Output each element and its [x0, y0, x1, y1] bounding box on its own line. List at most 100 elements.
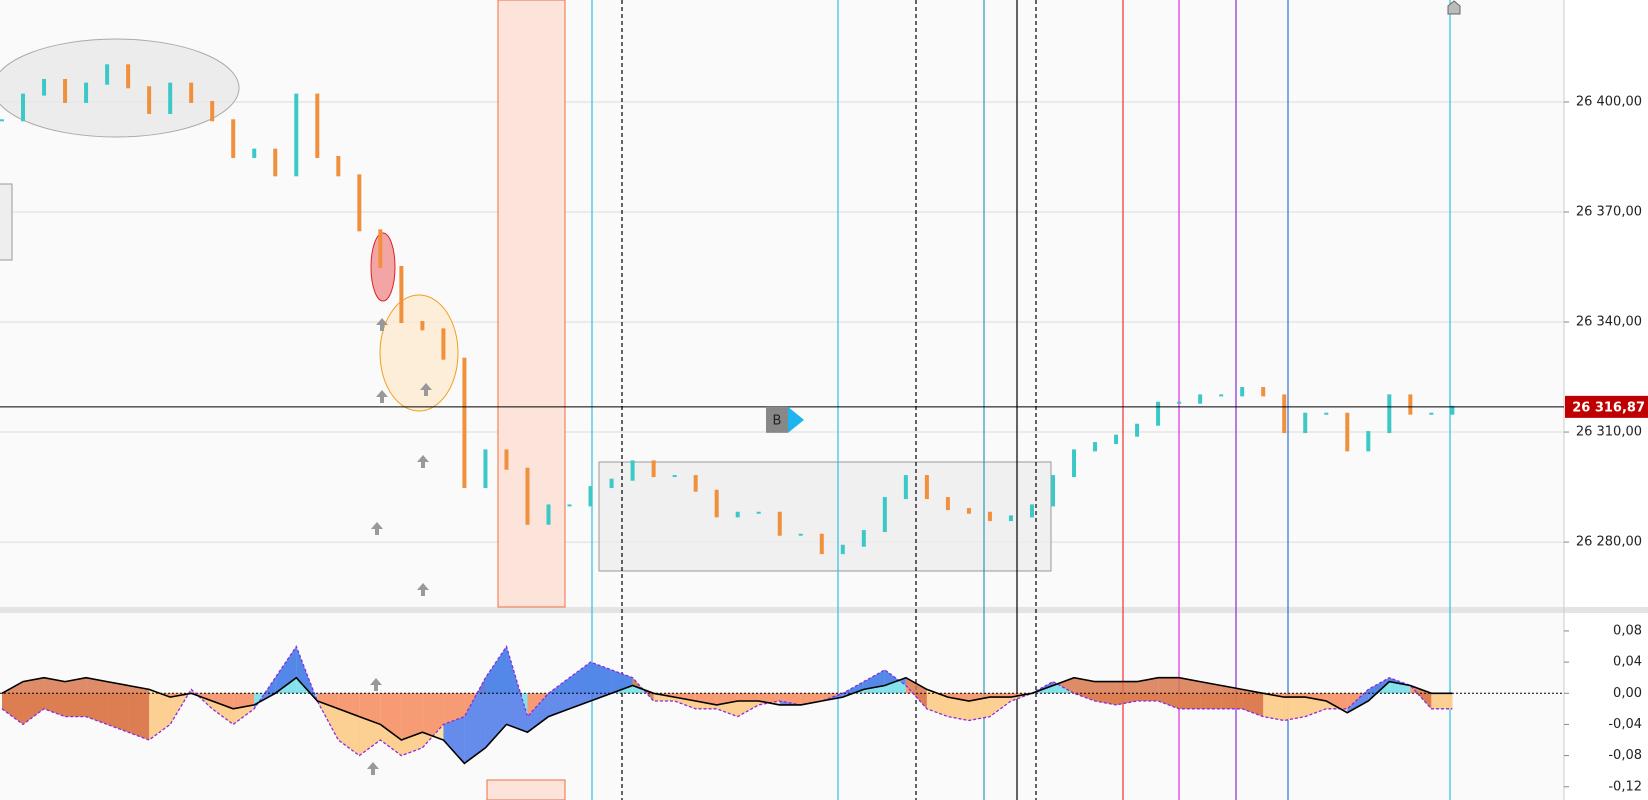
fill-between	[464, 677, 486, 764]
fill-between	[590, 662, 612, 702]
fill-between	[107, 681, 129, 733]
y-tick-label: 26 400,00	[1576, 94, 1642, 109]
up-arrow	[370, 678, 382, 691]
price-bar	[273, 148, 278, 177]
price-bar	[483, 449, 488, 489]
price-bar	[1135, 423, 1140, 437]
price-bar	[819, 533, 824, 555]
oscillator-line	[1, 676, 1453, 765]
price-bar	[609, 478, 614, 489]
fill-between	[443, 716, 465, 764]
up-arrow	[376, 390, 388, 403]
price-bar	[63, 78, 68, 103]
fill-between	[254, 677, 276, 709]
highlight-ellipse	[0, 38, 240, 138]
price-bar	[1008, 515, 1013, 522]
price-bar	[651, 460, 656, 478]
fill-between	[1010, 693, 1032, 702]
price-bar	[630, 460, 635, 481]
price-bar	[735, 511, 740, 518]
fill-between	[737, 701, 759, 717]
price-bar	[588, 486, 593, 507]
price-bar	[945, 497, 950, 511]
fill-between	[1284, 697, 1306, 721]
price-bar	[987, 511, 992, 522]
price-bar	[504, 449, 509, 470]
range-box	[598, 461, 1052, 572]
price-bar	[840, 544, 845, 555]
price-bar	[903, 475, 908, 500]
price-bar	[1198, 394, 1203, 404]
fill-between	[170, 689, 192, 725]
price-bar	[1093, 442, 1098, 452]
price-bar	[147, 86, 152, 114]
marker-arrow	[788, 406, 804, 433]
up-arrow	[420, 383, 432, 396]
fill-between	[863, 669, 885, 690]
price-bar	[168, 82, 173, 114]
highlight-ellipse	[379, 294, 459, 412]
price-bar	[441, 328, 446, 360]
price-bar	[714, 489, 719, 518]
fill-between	[65, 677, 87, 717]
price-bar	[462, 357, 467, 489]
fill-between	[359, 716, 381, 756]
fill-between	[1137, 677, 1159, 702]
price-bar	[525, 467, 530, 525]
area-segment	[464, 677, 486, 717]
y-tick-label: 0,00	[1613, 686, 1642, 701]
price-bar	[42, 78, 47, 96]
price-bar	[294, 93, 299, 177]
y-tick-label: 26 310,00	[1576, 425, 1642, 440]
y-tick-label: 0,08	[1613, 623, 1642, 638]
fill-between	[86, 677, 108, 725]
price-bar	[1324, 412, 1329, 415]
fill-between	[212, 701, 234, 725]
up-arrow	[367, 762, 379, 775]
signal-line	[1, 644, 1453, 757]
price-bar	[252, 148, 257, 158]
price-bar	[1261, 387, 1266, 397]
time-marker	[1447, 0, 1461, 15]
price-bar	[378, 229, 383, 269]
marker-label: B	[773, 413, 782, 428]
price-bar	[1303, 412, 1308, 434]
fill-between	[506, 646, 528, 733]
pane-separator	[0, 607, 1648, 613]
price-bar	[1156, 401, 1161, 426]
price-bar	[1072, 449, 1077, 478]
fill-between	[2, 681, 24, 725]
price-bar	[966, 508, 971, 514]
fill-between	[1242, 689, 1264, 717]
price-bar	[105, 64, 110, 85]
fill-between	[1305, 697, 1327, 717]
price-bar	[924, 475, 929, 500]
price-bar	[420, 321, 425, 331]
fill-between	[527, 693, 549, 733]
price-bar	[546, 504, 551, 525]
price-bar	[126, 64, 131, 89]
shaded-zone	[486, 779, 566, 800]
price-bar	[1450, 405, 1455, 415]
price-bar	[336, 155, 341, 177]
area-segment	[443, 693, 465, 725]
price-bar	[189, 82, 194, 103]
marker-box	[766, 406, 788, 433]
price-bar	[1051, 475, 1055, 507]
last-price-box	[1565, 395, 1648, 418]
price-bar	[210, 100, 215, 122]
price-bar	[399, 266, 404, 324]
price-bar	[1029, 504, 1034, 518]
price-bar	[1240, 387, 1245, 397]
price-bar	[84, 82, 89, 103]
price-bar	[357, 174, 362, 232]
fill-between	[44, 677, 66, 717]
price-bar	[1408, 394, 1413, 415]
fill-between	[233, 704, 255, 725]
fill-between	[1053, 677, 1075, 694]
price-bar	[1366, 431, 1371, 452]
price-bar	[1387, 394, 1392, 434]
fill-between	[548, 677, 570, 717]
price-bar	[21, 93, 26, 122]
